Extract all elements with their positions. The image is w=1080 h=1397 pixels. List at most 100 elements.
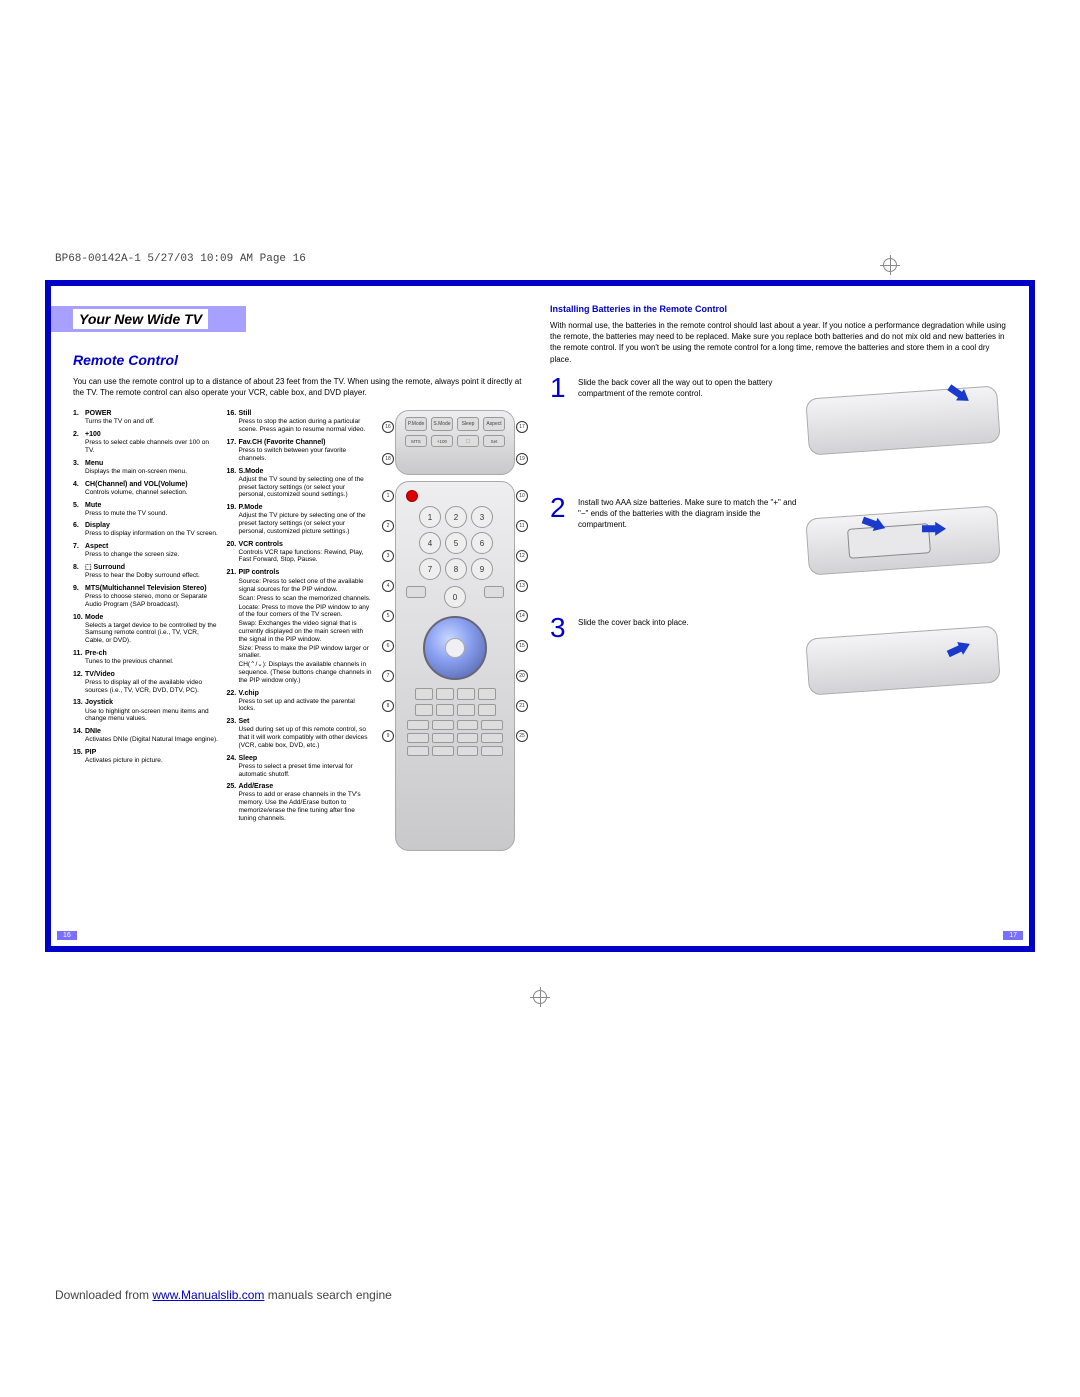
feature-number: 15. [73,749,83,757]
section-title: Remote Control [73,352,530,368]
feature-item: 3.MenuDisplays the main on-screen menu. [73,460,219,476]
feature-number: 18. [227,468,237,476]
subheading: Installing Batteries in the Remote Contr… [550,304,1007,314]
feature-title: P.Mode [239,504,373,512]
step-1: 1 Slide the back cover all the way out t… [550,377,1007,467]
remote-button: Aspect [483,417,505,431]
numpad-button: 3 [471,506,493,528]
feature-desc: Press to set up and activate the parenta… [239,698,373,714]
feature-number: 5. [73,502,79,510]
crop-mark-icon [530,987,550,1007]
feature-subdesc: Source: Press to select one of the avail… [239,578,373,594]
feature-desc: Activates picture in picture. [85,757,219,765]
feature-desc: Press to add or erase channels in the TV… [239,791,373,822]
step-illustration [807,377,1007,467]
feature-number: 11. [73,650,82,658]
feature-title: Joystick [85,699,219,707]
feature-title: DNIe [85,728,219,736]
step-number: 3 [550,617,570,639]
feature-title: VCR controls [239,541,373,549]
feature-desc: Selects a target device to be controlled… [85,622,219,645]
remote-button: Sleep [457,417,479,431]
remote-button [406,586,426,598]
feature-item: 16.StillPress to stop the action during … [227,410,373,434]
feature-item: 10.ModeSelects a target device to be con… [73,614,219,645]
numpad-button: 7 [419,558,441,580]
step-illustration [807,497,1007,587]
right-intro: With normal use, the batteries in the re… [550,320,1007,365]
remote-area: 1.POWERTurns the TV on and off.2.+100Pre… [73,410,530,851]
left-page: Your New Wide TV Remote Control You can … [51,286,540,946]
numpad-button: 2 [445,506,467,528]
download-link[interactable]: www.Manualslib.com [152,1288,264,1302]
page: BP68-00142A-1 5/27/03 10:09 AM Page 16 Y… [0,0,1080,1322]
right-page: Installing Batteries in the Remote Contr… [540,286,1029,946]
feature-item: 13.JoystickUse to highlight on-screen me… [73,699,219,723]
feature-title: Display [85,522,219,530]
feature-number: 4. [73,481,79,489]
feature-item: 25.Add/ErasePress to add or erase channe… [227,783,373,822]
feature-number: 23. [227,718,237,726]
feature-number: 1. [73,410,79,418]
feature-title: Mode [85,614,219,622]
feature-desc: Press to switch between your favorite ch… [239,447,373,463]
feature-number: 2. [73,431,79,439]
feature-subdesc: Locate: Press to move the PIP window to … [239,604,373,620]
step-text: Slide the back cover all the way out to … [578,377,799,399]
step-3: 3 Slide the cover back into place. [550,617,1007,707]
feature-item: 15.PIPActivates picture in picture. [73,749,219,765]
step-text: Slide the cover back into place. [578,617,799,628]
feature-item: 21.PIP controlsSource: Press to select o… [227,569,373,684]
feature-item: 2.+100Press to select cable channels ove… [73,431,219,455]
page-number: 17 [1003,931,1023,940]
bottom-margin: Downloaded from www.Manualslib.com manua… [0,952,1080,1322]
feature-title: Fav.CH (Favorite Channel) [239,439,373,447]
feature-title: Mute [85,502,219,510]
feature-number: 7. [73,543,79,551]
feature-subdesc: Swap: Exchanges the video signal that is… [239,620,373,643]
feature-title: S.Mode [239,468,373,476]
feature-desc: Press to mute the TV sound. [85,510,219,518]
feature-number: 10. [73,614,83,622]
feature-item: 23.SetUsed during set up of this remote … [227,718,373,749]
download-footer: Downloaded from www.Manualslib.com manua… [55,1288,392,1302]
feature-item: 24.SleepPress to select a preset time in… [227,755,373,779]
remote-button [484,586,504,598]
feature-number: 22. [227,690,237,698]
feature-number: 16. [227,410,237,418]
feature-desc: Controls volume, channel selection. [85,489,219,497]
feature-number: 6. [73,522,79,530]
feature-number: 3. [73,460,79,468]
feature-title: V.chip [239,690,373,698]
feature-title: Pre-ch [85,650,219,658]
feature-title: PIP controls [239,569,373,577]
feature-title: MTS(Multichannel Television Stereo) [85,585,219,593]
feature-item: 22.V.chipPress to set up and activate th… [227,690,373,714]
feature-desc: Press to stop the action during a partic… [239,418,373,434]
intro-text: You can use the remote control up to a d… [73,376,530,398]
feature-desc: Press to change the screen size. [85,551,219,559]
manual-spread: Your New Wide TV Remote Control You can … [45,280,1035,952]
chapter-tab-title: Your New Wide TV [73,309,208,329]
feature-subdesc: CH(⌃/⌄): Displays the available channels… [239,661,373,684]
feature-item: 14.DNIeActivates DNIe (Digital Natural I… [73,728,219,744]
numpad-button: 4 [419,532,441,554]
numpad-button: 0 [444,586,466,608]
feature-item: 11.Pre-chTunes to the previous channel. [73,650,219,666]
remote-button: S.Mode [431,417,453,431]
feature-desc: Press to display all of the available vi… [85,679,219,695]
step-number: 2 [550,497,570,519]
feature-desc: Turns the TV on and off. [85,418,219,426]
feature-desc: Press to display information on the TV s… [85,530,219,538]
feature-item: 8.⬚ SurroundPress to hear the Dolby surr… [73,564,219,580]
top-margin: BP68-00142A-1 5/27/03 10:09 AM Page 16 [0,0,1080,280]
feature-subdesc: Scan: Press to scan the memorized channe… [239,595,373,603]
numpad-button: 6 [471,532,493,554]
feature-number: 14. [73,728,83,736]
step-illustration [807,617,1007,707]
print-header: BP68-00142A-1 5/27/03 10:09 AM Page 16 [55,253,306,265]
feature-number: 20. [227,541,237,549]
feature-title: PIP [85,749,219,757]
step-2: 2 Install two AAA size batteries. Make s… [550,497,1007,587]
feature-subdesc: Size: Press to make the PIP window large… [239,645,373,661]
